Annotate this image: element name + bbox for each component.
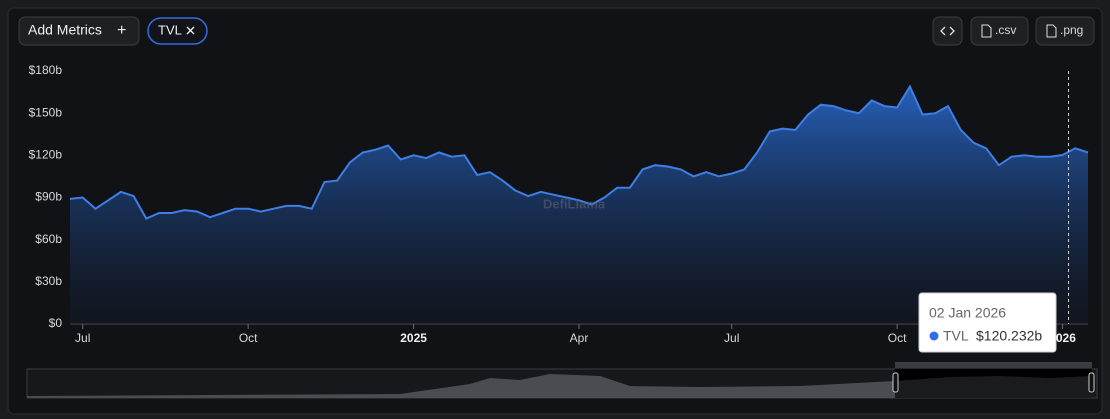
y-tick-label: $150b bbox=[29, 105, 63, 119]
navigator-handle[interactable] bbox=[892, 372, 899, 393]
watermark: DefiLlama bbox=[543, 196, 606, 211]
plus-icon: + bbox=[117, 22, 126, 39]
x-tick-label: 2025 bbox=[400, 331, 427, 345]
x-tick-label: Oct bbox=[888, 331, 907, 345]
navigator-handle[interactable] bbox=[1088, 372, 1095, 393]
tvl-chip[interactable] bbox=[147, 17, 208, 45]
navigator-area bbox=[27, 374, 895, 398]
code-icon bbox=[940, 26, 955, 36]
x-tick-label: Jul bbox=[75, 331, 90, 345]
x-tick-label: Oct bbox=[239, 331, 258, 345]
csv-button[interactable] bbox=[970, 16, 1029, 46]
area bbox=[70, 86, 1088, 324]
y-tick-label: $0 bbox=[49, 316, 63, 330]
add-metrics-button[interactable] bbox=[18, 16, 140, 46]
tooltip-value: $120.232b bbox=[976, 328, 1042, 344]
y-tick-label: $90b bbox=[35, 190, 62, 204]
y-tick-label: $180b bbox=[29, 63, 63, 77]
navigator-selected-area bbox=[895, 376, 1092, 398]
y-tick-label: $30b bbox=[35, 274, 62, 288]
png-button[interactable] bbox=[1035, 16, 1095, 46]
png-label: .png bbox=[1060, 23, 1083, 37]
embed-button[interactable] bbox=[932, 16, 963, 46]
line bbox=[69, 84, 1089, 220]
plot: $0 $30b $60b $90b $120b $150b $180b Jul Oct 2025 A… bbox=[29, 63, 1089, 345]
tooltip-dot bbox=[929, 331, 939, 341]
chip-close[interactable] bbox=[186, 26, 195, 35]
x-tick-label: Apr bbox=[570, 331, 589, 345]
tooltip-date: 02 Jan 2026 bbox=[929, 305, 1006, 321]
csv-label: .csv bbox=[995, 23, 1016, 37]
navigator-bar[interactable] bbox=[895, 362, 1092, 368]
file-icon bbox=[981, 24, 992, 38]
add-metrics-label: Add Metrics bbox=[28, 22, 102, 38]
y-tick-label: $60b bbox=[35, 232, 62, 246]
tooltip-series: TVL bbox=[943, 328, 969, 344]
y-tick-label: $120b bbox=[29, 148, 63, 162]
file-icon bbox=[1046, 24, 1057, 38]
chip-label: TVL bbox=[158, 22, 182, 37]
tooltip: 02 Jan 2026 TVL $120.232b bbox=[918, 292, 1057, 353]
tooltip-box bbox=[918, 292, 1057, 353]
x-tick-label: Jul bbox=[724, 331, 739, 345]
